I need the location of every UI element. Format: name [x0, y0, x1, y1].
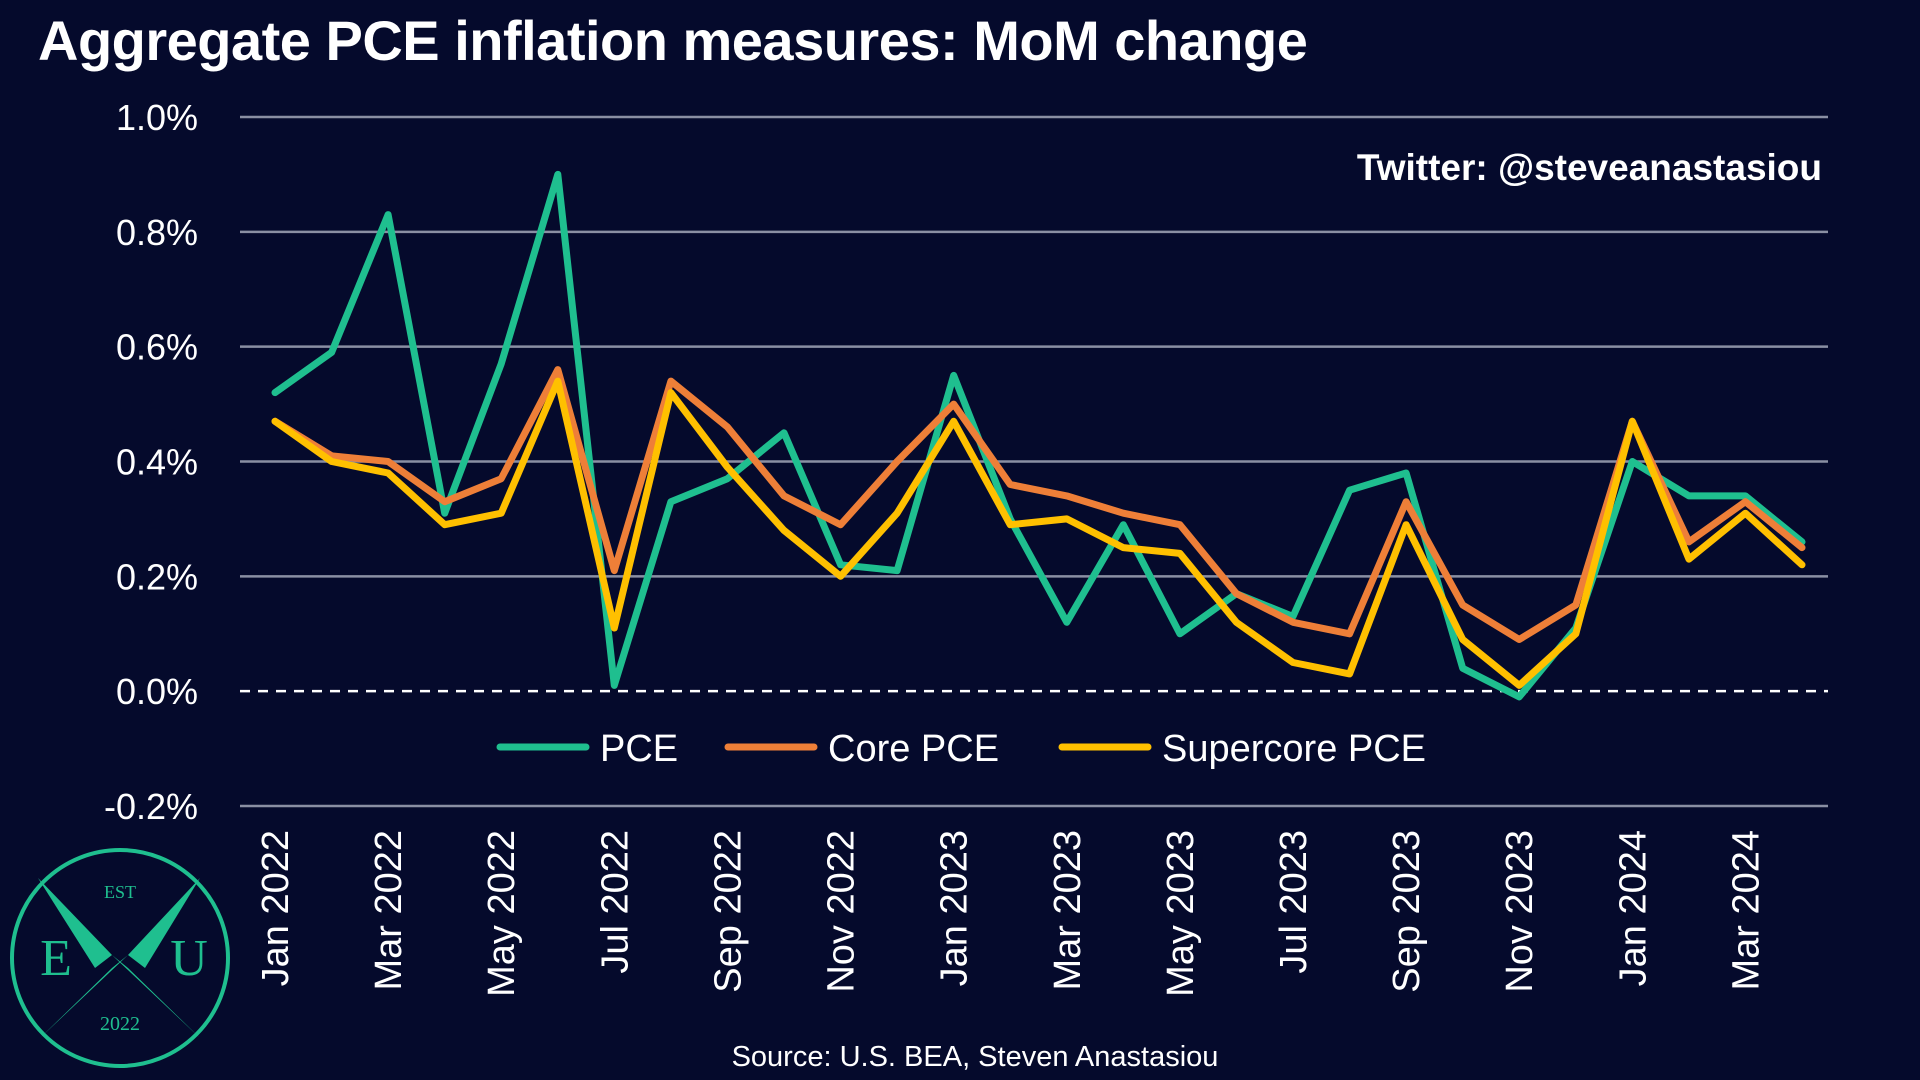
- legend-label: Supercore PCE: [1162, 728, 1426, 770]
- logo-blade-right-2: [40, 955, 128, 1038]
- x-tick-label: May 2023: [1160, 830, 1202, 997]
- series-line-pce: [271, 170, 1806, 701]
- x-tick-label: Mar 2022: [368, 830, 410, 991]
- y-tick-label: 0.2%: [116, 556, 198, 597]
- twitter-watermark: Twitter: @steveanastasiou: [1357, 147, 1822, 188]
- legend-label: PCE: [600, 728, 678, 770]
- series-line-supercore-pce: [271, 377, 1806, 689]
- y-tick-label: 0.4%: [116, 442, 198, 483]
- x-tick-labels: Jan 2022 Mar 2022 May 2022 Jul 2022 Sep 2022…: [255, 830, 1767, 997]
- y-tick-label: 1.0%: [116, 97, 198, 138]
- source-note: Source: U.S. BEA, Steven Anastasiou: [732, 1041, 1219, 1073]
- x-tick-label: Jan 2023: [934, 830, 976, 986]
- eu-logo: EST E U 2022: [10, 848, 230, 1068]
- x-tick-label: Mar 2023: [1047, 830, 1089, 991]
- x-tick-label: Jan 2022: [255, 830, 297, 986]
- series-line-core-pce: [271, 366, 1806, 643]
- x-tick-label: Nov 2022: [821, 830, 863, 993]
- logo-blade-left-2: [112, 955, 200, 1038]
- logo-letter-e: E: [40, 930, 72, 987]
- x-tick-label: Jul 2023: [1273, 830, 1315, 974]
- logo-ring: [10, 848, 230, 1068]
- y-tick-label: 0.8%: [116, 212, 198, 253]
- x-tick-label: Sep 2022: [707, 830, 749, 993]
- y-tick-label: -0.2%: [104, 786, 198, 827]
- x-tick-label: Jul 2022: [594, 830, 636, 974]
- y-tick-labels: 1.0% 0.8% 0.6% 0.4% 0.2% 0.0% -0.2%: [104, 97, 198, 827]
- x-tick-label: Mar 2024: [1725, 830, 1767, 991]
- x-tick-label: Nov 2023: [1499, 830, 1541, 993]
- logo-est: EST: [104, 882, 136, 902]
- logo-year: 2022: [100, 1013, 140, 1035]
- x-tick-label: May 2022: [481, 830, 523, 997]
- logo-letter-u: U: [170, 930, 208, 987]
- series-layer: [271, 170, 1806, 701]
- chart-title: Aggregate PCE inflation measures: MoM ch…: [38, 9, 1308, 72]
- legend: PCE Core PCE Supercore PCE: [496, 728, 1426, 770]
- x-tick-label: Sep 2023: [1386, 830, 1428, 993]
- legend-label: Core PCE: [828, 728, 999, 770]
- logo-blade-left: [38, 878, 112, 968]
- grid-layer: [240, 115, 1828, 808]
- logo-blade-right: [128, 878, 200, 968]
- y-tick-label: 0.6%: [116, 327, 198, 368]
- x-tick-label: Jan 2024: [1612, 830, 1654, 986]
- y-tick-label: 0.0%: [116, 671, 198, 712]
